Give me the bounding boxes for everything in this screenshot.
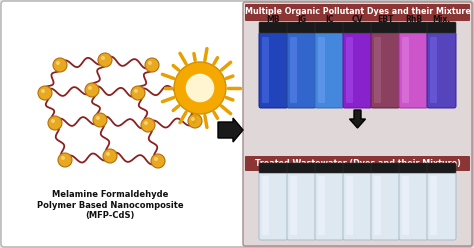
FancyBboxPatch shape — [427, 22, 456, 33]
Circle shape — [131, 86, 145, 100]
Text: Treated Wastewater (Dyes and their Mixture): Treated Wastewater (Dyes and their Mixtu… — [255, 158, 460, 167]
Circle shape — [188, 114, 202, 128]
Circle shape — [98, 53, 112, 67]
FancyBboxPatch shape — [245, 156, 470, 171]
Circle shape — [103, 149, 117, 163]
Circle shape — [191, 117, 195, 121]
Text: CV: CV — [352, 15, 363, 25]
FancyBboxPatch shape — [371, 163, 400, 173]
FancyBboxPatch shape — [243, 2, 472, 246]
FancyBboxPatch shape — [287, 32, 316, 108]
Circle shape — [174, 62, 226, 114]
Circle shape — [134, 89, 138, 93]
FancyBboxPatch shape — [245, 4, 470, 21]
FancyBboxPatch shape — [343, 32, 372, 108]
FancyBboxPatch shape — [343, 22, 372, 33]
Circle shape — [53, 58, 67, 72]
Text: MB: MB — [267, 15, 280, 25]
Circle shape — [93, 113, 107, 127]
Circle shape — [48, 116, 62, 130]
Circle shape — [51, 119, 55, 123]
Circle shape — [181, 84, 185, 88]
Circle shape — [85, 83, 99, 97]
Circle shape — [61, 156, 65, 160]
Text: EBT: EBT — [377, 15, 394, 25]
Circle shape — [56, 61, 60, 65]
FancyBboxPatch shape — [374, 37, 381, 103]
FancyBboxPatch shape — [318, 176, 325, 235]
FancyBboxPatch shape — [399, 22, 428, 33]
FancyBboxPatch shape — [374, 176, 381, 235]
Circle shape — [58, 153, 72, 167]
Text: Mix.: Mix. — [432, 15, 451, 25]
FancyBboxPatch shape — [430, 37, 437, 103]
FancyBboxPatch shape — [371, 171, 400, 240]
FancyArrow shape — [349, 110, 365, 128]
FancyBboxPatch shape — [315, 163, 344, 173]
FancyBboxPatch shape — [402, 37, 409, 103]
FancyBboxPatch shape — [371, 32, 400, 108]
Text: IC: IC — [325, 15, 334, 25]
FancyBboxPatch shape — [430, 176, 437, 235]
FancyBboxPatch shape — [346, 176, 353, 235]
FancyBboxPatch shape — [287, 163, 316, 173]
Circle shape — [141, 118, 155, 132]
Circle shape — [41, 89, 45, 93]
FancyBboxPatch shape — [343, 163, 372, 173]
FancyBboxPatch shape — [402, 176, 409, 235]
FancyBboxPatch shape — [346, 37, 353, 103]
Circle shape — [38, 86, 52, 100]
FancyBboxPatch shape — [427, 163, 456, 173]
FancyBboxPatch shape — [287, 22, 316, 33]
Circle shape — [148, 61, 152, 65]
FancyBboxPatch shape — [427, 171, 456, 240]
FancyBboxPatch shape — [290, 176, 297, 235]
FancyBboxPatch shape — [315, 22, 344, 33]
Circle shape — [106, 152, 110, 156]
Text: Multiple Organic Pollutant Dyes and their Mixture: Multiple Organic Pollutant Dyes and thei… — [245, 7, 470, 17]
FancyBboxPatch shape — [262, 176, 269, 235]
FancyBboxPatch shape — [259, 32, 288, 108]
FancyBboxPatch shape — [315, 32, 344, 108]
FancyBboxPatch shape — [259, 22, 288, 33]
FancyBboxPatch shape — [318, 37, 325, 103]
FancyBboxPatch shape — [259, 163, 288, 173]
Circle shape — [154, 157, 158, 161]
FancyBboxPatch shape — [287, 171, 316, 240]
FancyBboxPatch shape — [399, 163, 428, 173]
Text: Melamine Formaldehyde
Polymer Based Nanocomposite
(MFP-CdS): Melamine Formaldehyde Polymer Based Nano… — [36, 190, 183, 220]
Circle shape — [151, 154, 165, 168]
Circle shape — [96, 116, 100, 120]
FancyBboxPatch shape — [262, 37, 269, 103]
FancyBboxPatch shape — [371, 22, 400, 33]
Circle shape — [186, 74, 214, 102]
Text: RhB: RhB — [405, 15, 422, 25]
Text: JG: JG — [297, 15, 306, 25]
FancyBboxPatch shape — [259, 171, 288, 240]
FancyBboxPatch shape — [343, 171, 372, 240]
FancyBboxPatch shape — [427, 32, 456, 108]
Circle shape — [145, 58, 159, 72]
FancyArrow shape — [218, 118, 243, 142]
FancyBboxPatch shape — [399, 171, 428, 240]
FancyBboxPatch shape — [399, 32, 428, 108]
Circle shape — [88, 86, 92, 90]
Circle shape — [101, 56, 105, 60]
FancyBboxPatch shape — [290, 37, 297, 103]
Circle shape — [144, 121, 148, 125]
Circle shape — [178, 81, 192, 95]
FancyBboxPatch shape — [315, 171, 344, 240]
